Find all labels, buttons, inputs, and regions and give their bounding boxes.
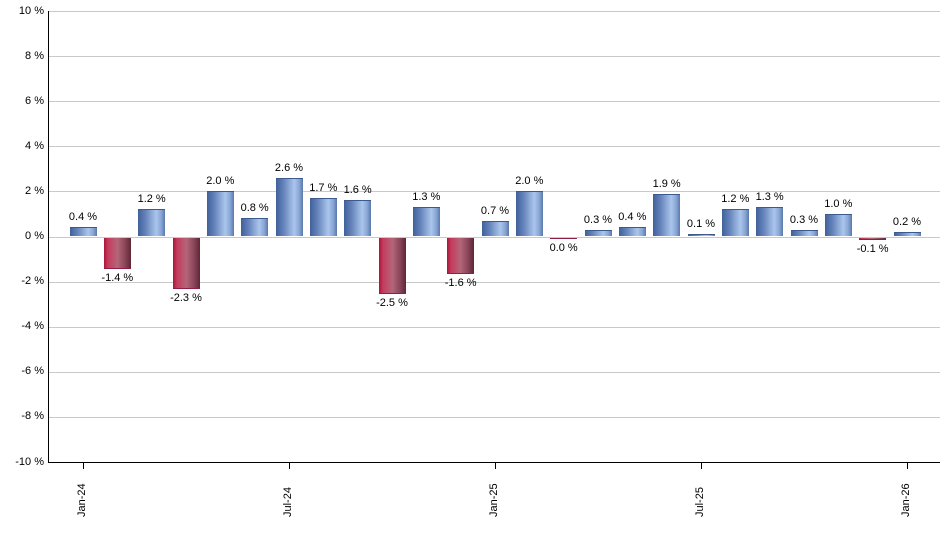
bar	[275, 177, 303, 237]
bar	[309, 198, 337, 237]
bar-value-label: -0.1 %	[856, 242, 889, 255]
y-axis-line	[48, 11, 49, 462]
bar	[378, 237, 406, 294]
bar	[550, 237, 578, 239]
bar	[206, 191, 234, 237]
bar	[69, 227, 97, 237]
bar	[138, 209, 166, 237]
x-axis-tick-label: Jan-24	[76, 483, 88, 517]
bar-value-label: 0.8 %	[240, 202, 269, 215]
y-axis-tick-label: -10 %	[15, 455, 44, 468]
bar	[515, 191, 543, 237]
bar-value-label: 1.0 %	[824, 197, 853, 210]
bar-value-label: 1.3 %	[755, 191, 784, 204]
bar-value-label: 1.7 %	[309, 182, 338, 195]
bar-value-label: 2.0 %	[206, 175, 235, 188]
bar	[756, 207, 784, 237]
x-axis-tick-label: Jul-25	[694, 487, 706, 517]
bar	[790, 229, 818, 237]
bar-value-label: 0.2 %	[892, 215, 922, 228]
gridline	[48, 236, 940, 238]
bar-value-label: 0.0 %	[549, 242, 578, 254]
bar-value-label: 0.3 %	[583, 213, 613, 226]
x-axis-tick	[907, 463, 908, 469]
gridline	[48, 146, 940, 148]
x-axis-tick-label: Jan-25	[488, 483, 500, 517]
bar	[447, 237, 475, 274]
y-axis-tick-label: 4 %	[25, 139, 44, 152]
x-axis-tick-label: Jan-26	[900, 483, 912, 517]
bar	[241, 218, 269, 237]
x-axis-line	[48, 462, 940, 463]
bar	[687, 234, 715, 237]
bar	[584, 229, 612, 237]
bar-value-label: 1.3 %	[412, 191, 441, 204]
bar-value-label: 0.3 %	[789, 213, 819, 226]
gridline	[48, 56, 940, 58]
x-axis-tick	[701, 463, 702, 469]
gridline	[48, 416, 940, 418]
gridline	[48, 281, 940, 283]
bar-value-label: 0.4 %	[618, 211, 647, 224]
bar-value-label: 1.9 %	[652, 177, 681, 190]
y-axis-tick-label: 10 %	[18, 4, 44, 17]
y-axis-tick-label: -2 %	[21, 275, 44, 288]
bar-value-label: -1.6 %	[444, 276, 477, 289]
bar-value-label: -2.5 %	[376, 296, 408, 309]
bar-value-label: 1.2 %	[721, 193, 750, 206]
y-axis-tick-label: 0 %	[25, 230, 44, 242]
bar-value-label: -2.3 %	[170, 292, 202, 305]
bar	[721, 209, 749, 237]
gridline	[48, 371, 940, 373]
bar	[344, 200, 372, 237]
x-axis-tick	[83, 463, 84, 469]
y-axis-tick-label: -6 %	[21, 365, 44, 378]
bar-value-label: 0.4 %	[68, 211, 98, 224]
bar-value-label: 2.0 %	[515, 175, 544, 188]
bar	[859, 237, 887, 240]
bar-value-label: 1.2 %	[137, 193, 166, 206]
bar-value-label: 0.7 %	[480, 204, 510, 217]
x-axis-tick	[289, 463, 290, 469]
y-axis-tick-label: 2 %	[25, 184, 44, 197]
bar	[412, 207, 440, 237]
bar-value-label: -1.4 %	[101, 272, 134, 285]
x-axis-tick	[495, 463, 496, 469]
bar	[103, 237, 131, 270]
gridline	[48, 11, 940, 12]
gridline	[48, 326, 940, 328]
bar-value-label: 1.6 %	[343, 184, 372, 197]
y-axis-tick-label: -8 %	[21, 410, 44, 423]
gridline	[48, 191, 940, 193]
bar	[172, 237, 200, 290]
bar	[481, 220, 509, 237]
gridline	[48, 101, 940, 103]
bar-value-label: 0.1 %	[686, 218, 716, 231]
bar-value-label: 2.6 %	[274, 161, 304, 174]
y-axis-tick-label: 8 %	[25, 49, 44, 62]
bar	[653, 193, 681, 237]
y-axis-tick-label: 6 %	[25, 94, 44, 107]
bar	[618, 227, 646, 237]
x-axis-tick-label: Jul-24	[282, 487, 294, 517]
y-axis-tick-label: -4 %	[21, 320, 44, 333]
bar	[824, 213, 852, 237]
bar	[893, 231, 921, 237]
